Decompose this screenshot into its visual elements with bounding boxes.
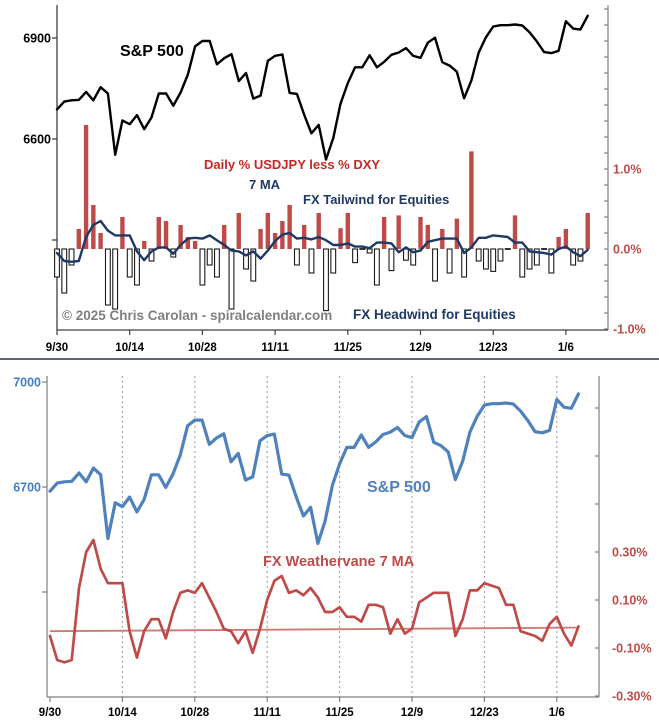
copyright-text: © 2025 Chris Carolan - spiralcalendar.co…	[62, 308, 333, 323]
svg-text:10/28: 10/28	[188, 342, 217, 354]
svg-text:12/9: 12/9	[409, 342, 431, 354]
ma-series-label: 7 MA	[249, 177, 281, 192]
svg-text:7000: 7000	[13, 376, 41, 390]
svg-text:6900: 6900	[23, 32, 51, 46]
headwind-annotation: FX Headwind for Equities	[353, 307, 516, 322]
svg-text:-0.30%: -0.30%	[612, 690, 652, 704]
svg-text:10/14: 10/14	[115, 342, 144, 354]
svg-text:10/14: 10/14	[108, 707, 137, 719]
svg-text:12/23: 12/23	[470, 707, 499, 719]
svg-text:11/11: 11/11	[261, 342, 289, 354]
svg-text:12/9: 12/9	[401, 707, 423, 719]
svg-text:1/6: 1/6	[558, 342, 574, 354]
tailwind-annotation: FX Tailwind for Equities	[303, 192, 450, 207]
svg-text:1.0%: 1.0%	[613, 163, 642, 177]
panel-divider	[0, 358, 659, 360]
svg-text:11/25: 11/25	[334, 342, 363, 354]
svg-text:-0.10%: -0.10%	[612, 642, 652, 656]
svg-text:1/6: 1/6	[549, 707, 565, 719]
sp500-title-top-panel: S&P 500	[120, 43, 184, 60]
svg-text:6700: 6700	[13, 481, 41, 495]
svg-text:0.0%: 0.0%	[613, 243, 642, 257]
svg-text:0.30%: 0.30%	[612, 546, 647, 560]
svg-text:9/30: 9/30	[39, 707, 61, 719]
weathervane-label: FX Weathervane 7 MA	[263, 554, 415, 570]
svg-text:11/11: 11/11	[253, 707, 281, 719]
svg-text:12/23: 12/23	[479, 342, 508, 354]
svg-text:0.10%: 0.10%	[612, 594, 647, 608]
svg-text:6600: 6600	[23, 133, 51, 147]
svg-text:-1.0%: -1.0%	[613, 323, 646, 337]
sp500-label-bottom-panel: S&P 500	[367, 479, 431, 496]
bar-series-title: Daily % USDJPY less % DXY	[204, 157, 381, 172]
svg-text:11/25: 11/25	[326, 707, 355, 719]
svg-text:9/30: 9/30	[46, 342, 68, 354]
svg-text:10/28: 10/28	[180, 707, 209, 719]
